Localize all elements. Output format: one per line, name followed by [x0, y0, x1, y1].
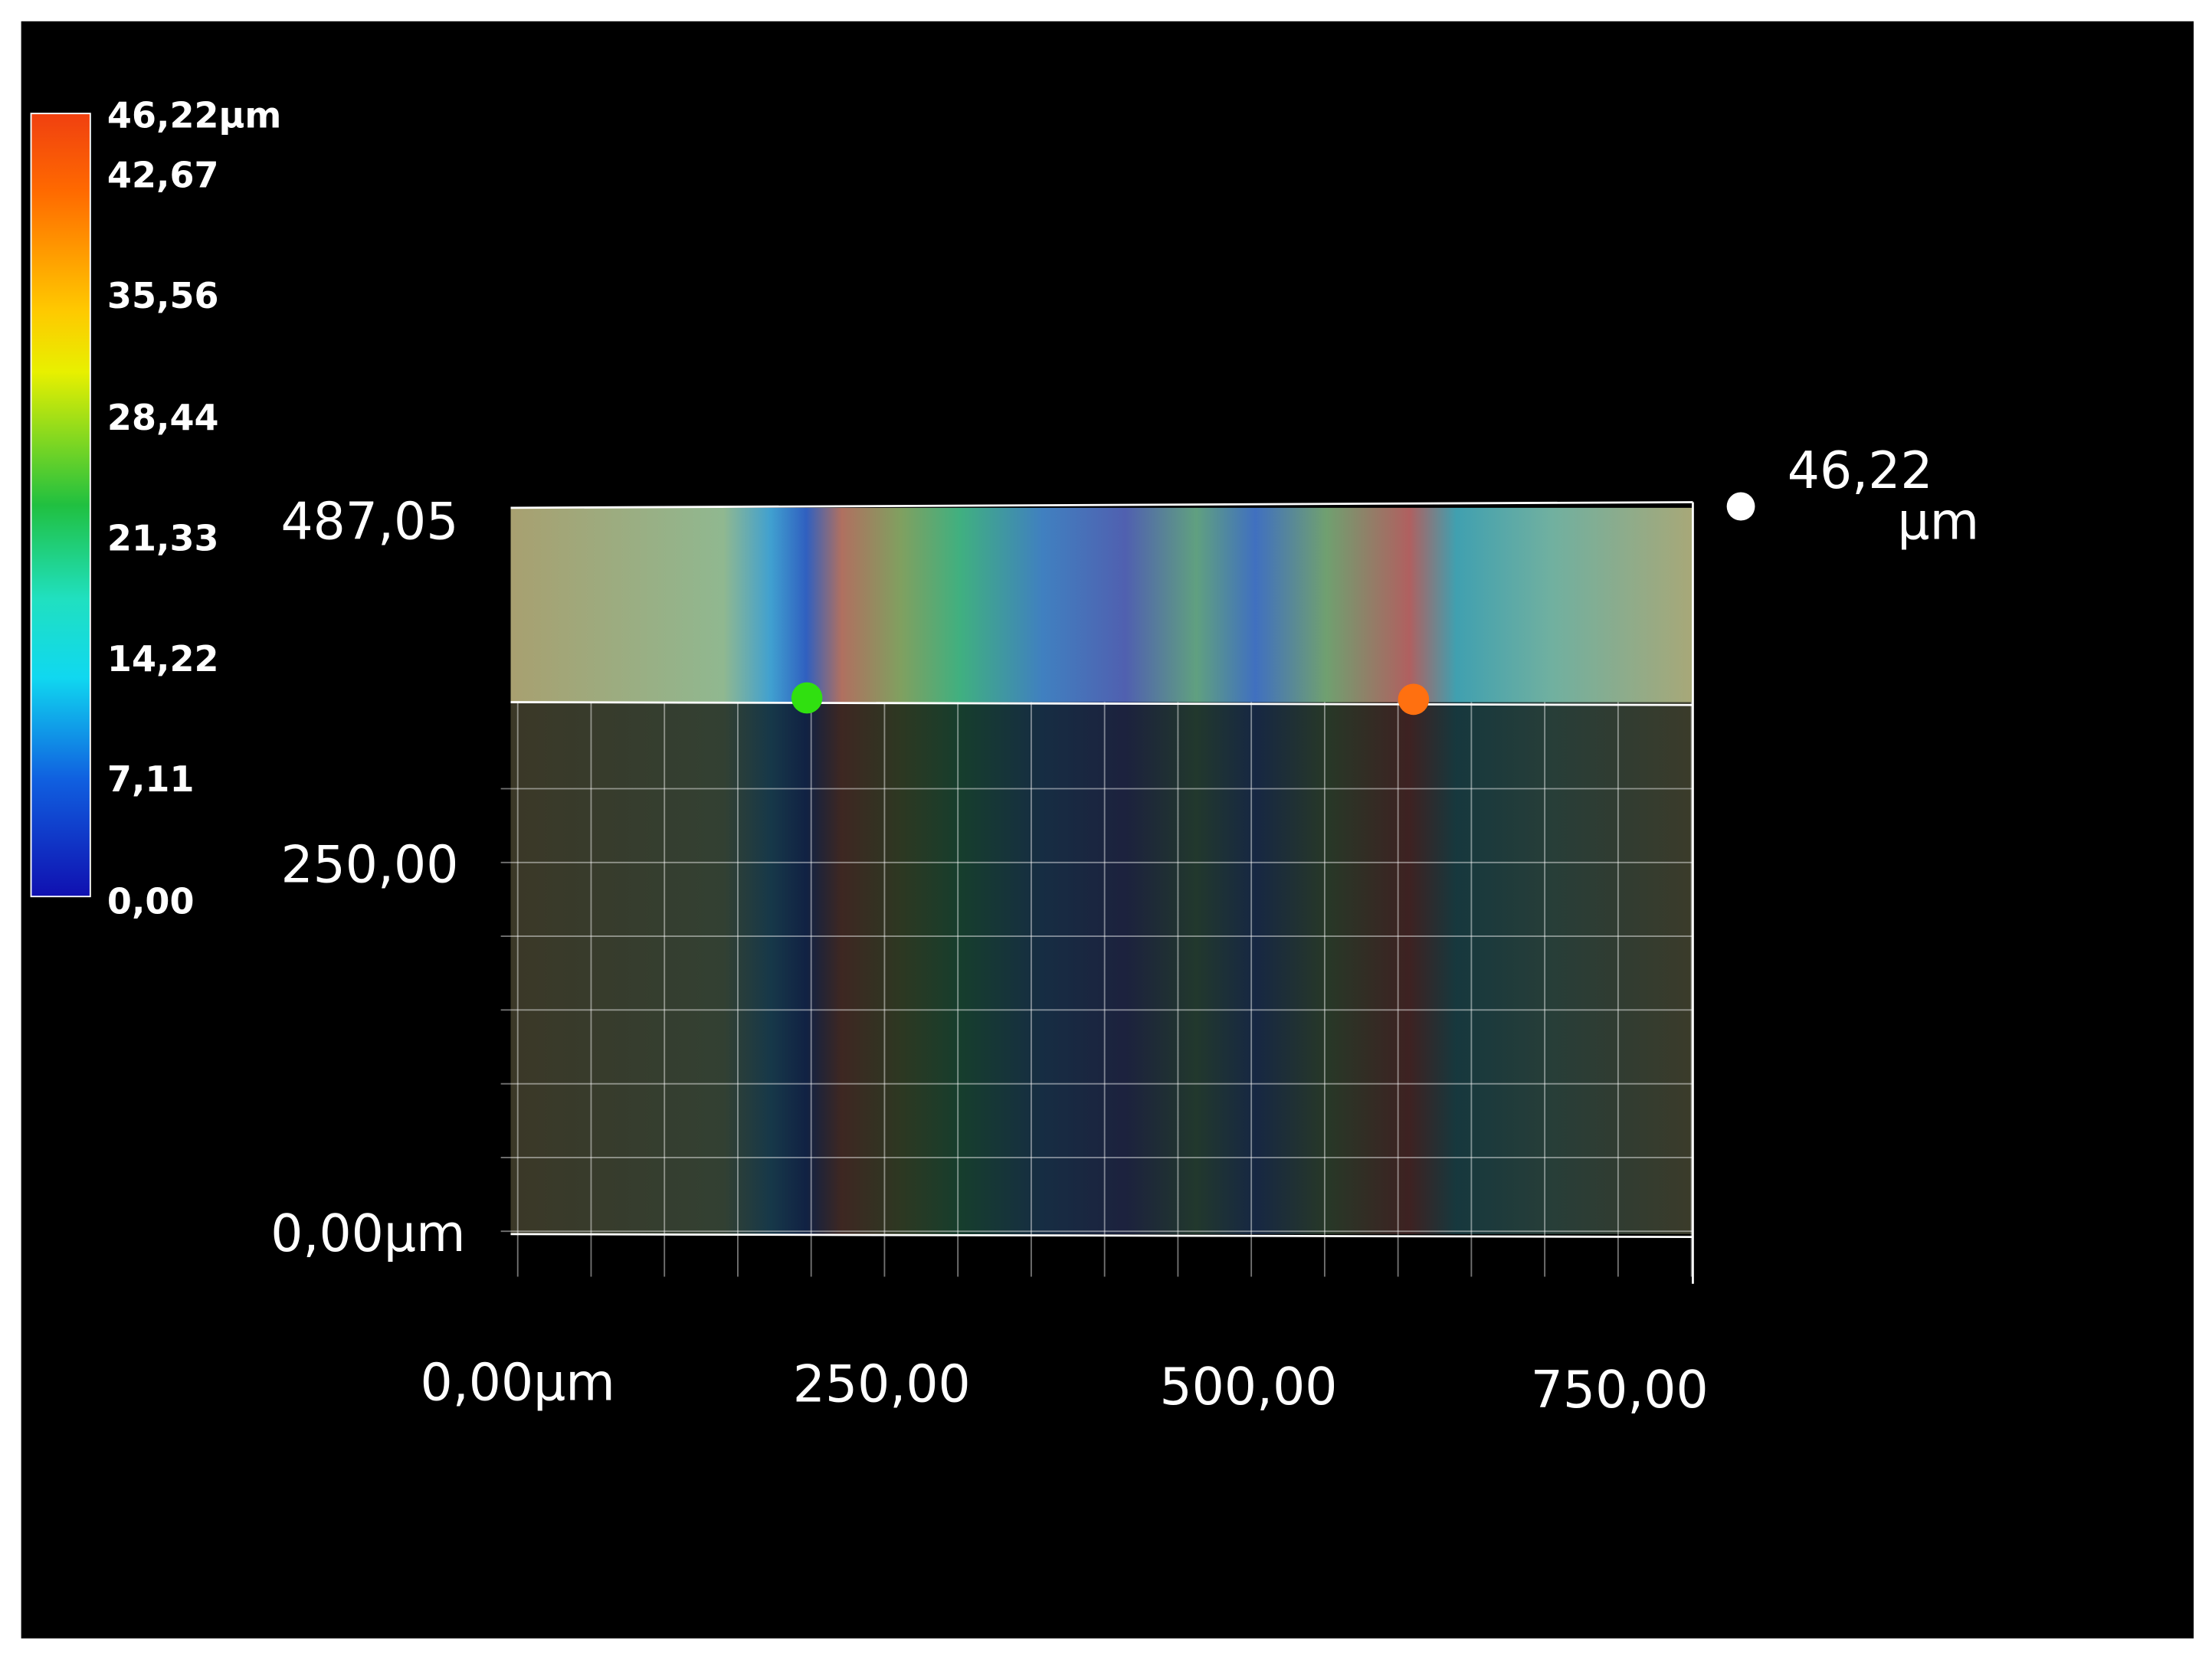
colorbar [30, 113, 91, 898]
surface-plan [510, 702, 1693, 1234]
frame-line [510, 701, 1693, 706]
frame-line [510, 1233, 1693, 1239]
x-label: 250,00 [793, 1354, 971, 1413]
y-label: 487,05 [280, 491, 458, 551]
x-label: 500,00 [1160, 1357, 1338, 1417]
x-label: 750,00 [1531, 1360, 1709, 1420]
marker-orange [1398, 683, 1430, 716]
colorbar-label: 35,56 [107, 275, 219, 316]
height-unit: µm [1897, 491, 1979, 551]
colorbar-label: 14,22 [107, 638, 219, 680]
frame-line [510, 501, 1693, 509]
marker-green [791, 682, 823, 714]
colorbar-label: 46,22µm [107, 95, 281, 136]
surface-top [510, 507, 1693, 703]
colorbar-label: 21,33 [107, 517, 219, 558]
grid [500, 702, 1693, 1277]
colorbar-label: 7,11 [107, 758, 195, 800]
x-label: 0,00µm [421, 1352, 615, 1412]
colorbar-label: 42,67 [107, 154, 219, 195]
y-label: 250,00 [280, 835, 458, 895]
height-value: 46,22 [1788, 441, 1933, 500]
colorbar-label: 0,00 [107, 880, 195, 922]
height-handle [1726, 492, 1755, 521]
y-label: 0,00µm [270, 1204, 465, 1263]
colorbar-label: 28,44 [107, 397, 219, 438]
